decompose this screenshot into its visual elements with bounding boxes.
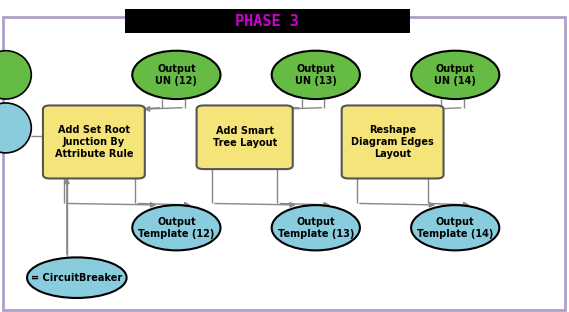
Ellipse shape — [132, 51, 220, 99]
FancyBboxPatch shape — [341, 105, 443, 178]
Ellipse shape — [0, 51, 31, 99]
Ellipse shape — [272, 51, 360, 99]
Text: Output
Template (13): Output Template (13) — [278, 217, 354, 239]
Text: PHASE 3: PHASE 3 — [236, 14, 299, 29]
FancyBboxPatch shape — [3, 17, 565, 310]
FancyBboxPatch shape — [197, 105, 292, 169]
Text: Output
UN (13): Output UN (13) — [295, 64, 337, 86]
Text: Output
UN (12): Output UN (12) — [155, 64, 197, 86]
Ellipse shape — [27, 257, 126, 298]
Text: Output
Template (12): Output Template (12) — [138, 217, 215, 239]
Ellipse shape — [272, 205, 360, 250]
Text: Add Set Root
Junction By
Attribute Rule: Add Set Root Junction By Attribute Rule — [55, 125, 133, 158]
Text: Output
Template (14): Output Template (14) — [417, 217, 493, 239]
FancyBboxPatch shape — [43, 105, 145, 178]
Text: = CircuitBreaker: = CircuitBreaker — [31, 273, 122, 283]
Ellipse shape — [0, 103, 31, 153]
Text: Output
UN (14): Output UN (14) — [434, 64, 476, 86]
Text: Reshape
Diagram Edges
Layout: Reshape Diagram Edges Layout — [351, 125, 434, 158]
FancyBboxPatch shape — [125, 9, 410, 33]
Ellipse shape — [411, 205, 500, 250]
Ellipse shape — [132, 205, 220, 250]
Ellipse shape — [411, 51, 500, 99]
Text: Add Smart
Tree Layout: Add Smart Tree Layout — [213, 126, 277, 148]
